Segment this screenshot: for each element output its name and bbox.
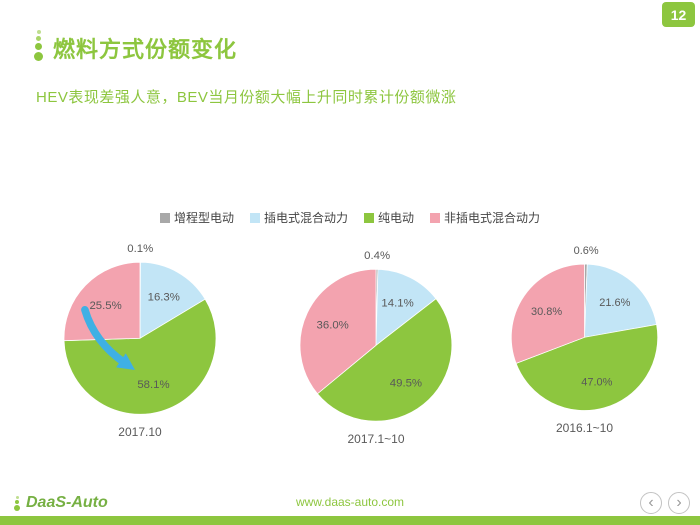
legend-swatch-blue — [249, 212, 260, 223]
pie-slice-1 — [584, 263, 657, 338]
title-row: 燃料方式份额变化 — [34, 30, 237, 63]
pie-slice-3 — [63, 261, 141, 342]
chart-axis-label: 2017.10 — [118, 425, 162, 440]
next-page-button[interactable]: › — [668, 492, 690, 514]
pie-chart-2016-1-10: 0.6% 21.6% 47.0% 30.8% 2016.1~10 — [493, 233, 676, 435]
subtitle: HEV表现差强人意，BEV当月份额大幅上升同时累计份额微涨 — [36, 89, 457, 106]
pie: 0.6% 21.6% 47.0% 30.8% — [493, 233, 676, 427]
page-number-badge: 12 — [662, 2, 695, 27]
slice-value-label: 0.6% — [574, 245, 599, 257]
highlight-arrow — [81, 305, 135, 370]
slice-value-label: 30.8% — [531, 306, 562, 318]
legend-swatch-green — [364, 212, 374, 223]
logo-dots-icon — [14, 495, 20, 511]
slice-value-label: 21.6% — [599, 297, 630, 309]
footer-url-link[interactable]: www.daas-auto.com — [295, 495, 405, 509]
slice-value-label: 58.1% — [137, 379, 169, 391]
legend-item-hev: 非插电式混合动力 — [430, 209, 540, 226]
chart-axis-label: 2017.1~10 — [347, 432, 405, 447]
prev-page-button[interactable]: ‹ — [640, 492, 662, 514]
footer-logo-text: DaaS-Auto — [26, 494, 108, 511]
legend-label: 插电式混合动力 — [263, 211, 348, 225]
pie: 0.1% 16.3% 58.1% 25.5% — [45, 230, 235, 431]
bottom-accent-bar — [0, 516, 700, 525]
legend-label: 纯电动 — [378, 211, 415, 225]
footer-nav: ‹ › — [640, 492, 690, 514]
slice-value-label: 0.4% — [364, 250, 390, 262]
pie-slice-1 — [139, 261, 206, 339]
slice-value-label: 36.0% — [317, 320, 349, 332]
page-title: 燃料方式份额变化 — [53, 37, 238, 62]
legend-label: 增程型电动 — [173, 211, 234, 225]
slice-value-label: 14.1% — [381, 297, 413, 309]
slice-value-label: 0.1% — [127, 243, 153, 255]
chart-axis-label: 2016.1~10 — [555, 420, 614, 435]
footer-logo: DaaS-Auto — [14, 494, 108, 512]
pie-slice-3 — [510, 263, 585, 364]
chart-legend: 增程型电动 插电式混合动力 纯电动 非插电式混合动力 — [0, 209, 700, 226]
pie-chart-2017-10: 0.1% 16.3% 58.1% 25.5% 2017.10 — [45, 230, 235, 439]
slice-value-label: 25.5% — [89, 300, 121, 312]
pie-slice-2 — [515, 324, 659, 411]
legend-item-range-extended-ev: 增程型电动 — [159, 209, 234, 226]
legend-item-bev: 纯电动 — [364, 209, 414, 226]
legend-label: 非插电式混合动力 — [444, 211, 541, 225]
slice-value-label: 49.5% — [390, 377, 422, 389]
pie-chart-2017-1-10: 0.4% 14.1% 49.5% 36.0% 2017.1~10 — [281, 237, 471, 446]
pie-slice-3 — [299, 268, 377, 395]
legend-swatch-gray — [159, 212, 170, 223]
legend-item-phev: 插电式混合动力 — [249, 209, 348, 226]
slice-value-label: 16.3% — [148, 291, 180, 303]
pie-slice-2 — [316, 298, 453, 422]
slice-value-label: 47.0% — [581, 376, 612, 388]
pie: 0.4% 14.1% 49.5% 36.0% — [281, 237, 471, 438]
title-bullet-icon — [34, 30, 43, 63]
pie-slice-1 — [375, 268, 437, 347]
pie-slice-2 — [63, 298, 217, 415]
legend-swatch-pink — [430, 212, 441, 223]
